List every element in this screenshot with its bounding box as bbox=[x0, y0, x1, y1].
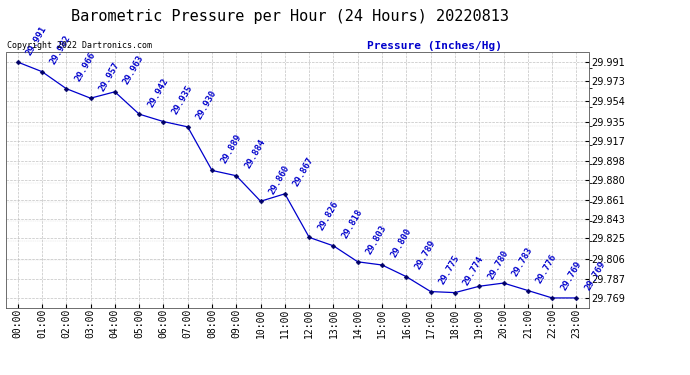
Text: 29.769: 29.769 bbox=[583, 260, 607, 292]
Text: 29.783: 29.783 bbox=[511, 245, 535, 278]
Text: 29.803: 29.803 bbox=[365, 224, 388, 256]
Text: 29.884: 29.884 bbox=[244, 138, 267, 170]
Text: 29.800: 29.800 bbox=[389, 227, 413, 260]
Text: 29.775: 29.775 bbox=[437, 254, 462, 286]
Text: 29.966: 29.966 bbox=[73, 51, 97, 83]
Text: 29.930: 29.930 bbox=[195, 89, 219, 122]
Text: 29.963: 29.963 bbox=[122, 54, 146, 86]
Text: 29.935: 29.935 bbox=[170, 84, 195, 116]
Text: 29.789: 29.789 bbox=[413, 239, 437, 271]
Text: Copyright 2022 Dartronics.com: Copyright 2022 Dartronics.com bbox=[7, 41, 152, 50]
Text: 29.774: 29.774 bbox=[462, 255, 486, 287]
Text: 29.769: 29.769 bbox=[559, 260, 583, 292]
Text: 29.826: 29.826 bbox=[316, 200, 340, 232]
Text: 29.780: 29.780 bbox=[486, 248, 510, 281]
Text: Barometric Pressure per Hour (24 Hours) 20220813: Barometric Pressure per Hour (24 Hours) … bbox=[71, 9, 509, 24]
Text: 29.818: 29.818 bbox=[340, 208, 364, 240]
Text: 29.982: 29.982 bbox=[49, 34, 73, 66]
Text: 29.867: 29.867 bbox=[292, 156, 316, 188]
Text: 29.776: 29.776 bbox=[535, 252, 559, 285]
Text: 29.942: 29.942 bbox=[146, 76, 170, 109]
Text: 29.957: 29.957 bbox=[97, 60, 121, 93]
Text: 29.860: 29.860 bbox=[268, 163, 291, 196]
Text: 29.991: 29.991 bbox=[25, 24, 48, 57]
Text: Pressure (Inches/Hg): Pressure (Inches/Hg) bbox=[367, 41, 502, 51]
Text: 29.889: 29.889 bbox=[219, 132, 243, 165]
